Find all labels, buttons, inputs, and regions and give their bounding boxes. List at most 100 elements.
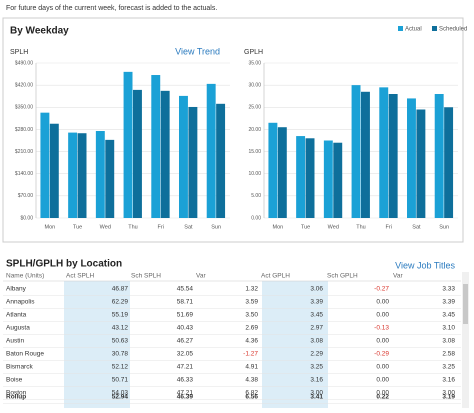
column-header: Sch GPLH [327, 273, 358, 280]
cell-value: 4.36 [245, 338, 258, 345]
x-tick-label: Tue [73, 224, 82, 230]
y-tick-label: $70.00 [18, 193, 34, 199]
cell-value: 62.29 [112, 299, 129, 306]
cell-value: 2.69 [245, 325, 258, 332]
location-name: Augusta [6, 325, 30, 332]
column-header: Act SPLH [66, 273, 94, 280]
location-name: Baton Rouge [6, 351, 44, 358]
cell-value: 4.38 [245, 377, 258, 384]
cell-value: 3.08 [442, 338, 455, 345]
bar [333, 142, 343, 218]
bar [77, 133, 87, 218]
legend-swatch [398, 26, 403, 31]
cell-value: -0.29 [374, 351, 389, 358]
x-tick-label: Fri [158, 224, 164, 230]
cell-value: 3.10 [442, 325, 455, 332]
cell-value: 3.39 [310, 299, 323, 306]
bar [323, 140, 333, 218]
bar [68, 132, 78, 218]
scrollbar [462, 272, 469, 408]
cell-value: 4.91 [245, 364, 258, 371]
cell-value: 3.33 [442, 286, 455, 293]
cell-value: -0.13 [374, 325, 389, 332]
cell-value: 3.41 [310, 394, 323, 401]
cell-value: 0.00 [376, 299, 389, 306]
y-tick-label: 5.00 [251, 193, 261, 199]
y-tick-label: 25.00 [248, 105, 261, 111]
y-tick-label: 15.00 [248, 149, 261, 155]
cell-value: 3.50 [245, 312, 258, 319]
y-tick-label: $140.00 [15, 171, 33, 177]
cell-value: 3.45 [442, 312, 455, 319]
location-name: Atlanta [6, 312, 27, 319]
bar [277, 127, 287, 218]
cell-value: 45.54 [177, 286, 194, 293]
cell-value: 3.25 [310, 364, 323, 371]
cell-value: 3.16 [310, 377, 323, 384]
x-tick-label: Sat [412, 224, 421, 230]
view-job-titles[interactable]: View Job Titles [395, 260, 455, 270]
table-title: SPLH/GPLH by Location [6, 259, 122, 270]
cell-value: 51.69 [177, 312, 194, 319]
location-name: Boise [6, 377, 23, 384]
cell-value: -0.27 [374, 286, 389, 293]
bar [133, 89, 142, 218]
bar [95, 131, 105, 218]
y-tick-label: $420.00 [15, 82, 33, 88]
bar [305, 138, 315, 218]
bar [151, 75, 161, 218]
bar [179, 95, 188, 218]
cell-value: 52.12 [112, 364, 129, 371]
cell-value: 3.25 [442, 364, 455, 371]
y-tick-label: 20.00 [248, 127, 261, 133]
section-title: By Weekday [10, 26, 69, 37]
bar [379, 87, 389, 218]
bar [49, 123, 59, 218]
column-header: Var [196, 273, 206, 280]
bar [105, 139, 115, 218]
view-trend[interactable]: View Trend [175, 46, 220, 56]
x-tick-label: Sun [439, 224, 449, 230]
cell-value: 46.27 [177, 338, 194, 345]
bar [361, 91, 370, 218]
y-tick-label: $210.00 [15, 149, 33, 155]
cell-value: 55.19 [112, 312, 129, 319]
cell-value: 3.45 [310, 312, 323, 319]
cell-value: 3.08 [310, 338, 323, 345]
chart-title: GPLH [244, 49, 263, 56]
location-name: Austin [6, 338, 24, 345]
chart-title: SPLH [10, 49, 28, 56]
y-tick-label: $350.00 [15, 105, 33, 111]
cell-value: 32.05 [177, 351, 194, 358]
highlight-col [64, 281, 130, 408]
cell-value: 6.82 [245, 390, 258, 397]
cell-value: 3.16 [442, 377, 455, 384]
cell-value: 0.00 [376, 377, 389, 384]
bar [216, 103, 226, 218]
y-tick-label: 0.00 [251, 215, 261, 221]
cell-value: 2.58 [442, 351, 455, 358]
cell-value: 43.12 [112, 325, 129, 332]
x-tick-label: Sun [211, 224, 221, 230]
x-tick-label: Thu [356, 224, 365, 230]
bar [296, 136, 306, 218]
bar [206, 83, 216, 218]
cell-value: 58.71 [177, 299, 194, 306]
cell-value: 50.63 [112, 338, 129, 345]
cell-value: 47.21 [177, 390, 194, 397]
bar [188, 106, 198, 218]
location-name: Boston [6, 390, 27, 397]
bar [407, 98, 416, 218]
cell-value: 46.87 [112, 286, 129, 293]
x-tick-label: Sat [184, 224, 193, 230]
cell-value: 3.00 [310, 390, 323, 397]
cell-value: 6.56 [245, 394, 258, 401]
scrollbar-thumb[interactable] [463, 284, 468, 324]
column-header: Var [393, 273, 403, 280]
cell-value: -1.27 [243, 351, 258, 358]
legend-swatch [432, 26, 437, 31]
cell-value: 0.00 [376, 364, 389, 371]
x-tick-label: Fri [386, 224, 392, 230]
cell-value: 2.97 [310, 325, 323, 332]
